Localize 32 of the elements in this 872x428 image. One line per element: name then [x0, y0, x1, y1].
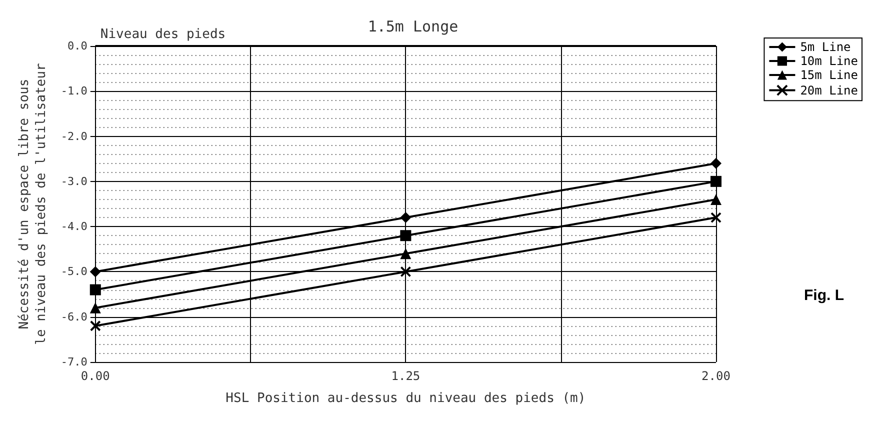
point: [90, 284, 101, 296]
point: [710, 212, 722, 224]
y-axis-title: Nécessité d'un espace libre sous le niveau des pieds de l'utilisateur: [17, 62, 49, 345]
x-tick-label: 1.25: [391, 369, 420, 383]
point: [710, 158, 722, 169]
y-tick-label: -2.0: [60, 130, 88, 143]
y-tick-label: -5.0: [60, 265, 88, 278]
y-tick-label: -4.0: [60, 220, 88, 234]
x-axis-title: HSL Position au-dessus du niveau des pieds (m): [226, 391, 586, 406]
y-tick-label: -6.0: [60, 310, 88, 324]
point: [400, 266, 412, 278]
legend-label: 10m Line: [800, 54, 858, 68]
point: [90, 320, 101, 332]
chart-title: 1.5m Longe: [368, 18, 458, 36]
point: [710, 176, 722, 187]
text: Fig. L: [804, 287, 844, 304]
point: [90, 302, 101, 314]
y-tick-label: 0.0: [68, 40, 88, 52]
y-tick-label: -7.0: [60, 356, 88, 368]
point: [710, 194, 722, 205]
point: [400, 212, 412, 224]
legend-label: 15m Line: [800, 68, 858, 82]
legend-label: 20m Line: [800, 83, 858, 98]
point: [400, 248, 412, 260]
x-tick-label: 0.00: [80, 369, 110, 383]
y-tick-label: -3.0: [60, 174, 88, 188]
x-tick-label: 2.00: [702, 369, 730, 383]
ref-line-label: Niveau des pieds: [100, 27, 226, 42]
point: [400, 230, 412, 242]
legend-label: 5m Line: [800, 40, 851, 54]
point: [90, 266, 101, 278]
y-tick-label: -1.0: [60, 84, 88, 98]
